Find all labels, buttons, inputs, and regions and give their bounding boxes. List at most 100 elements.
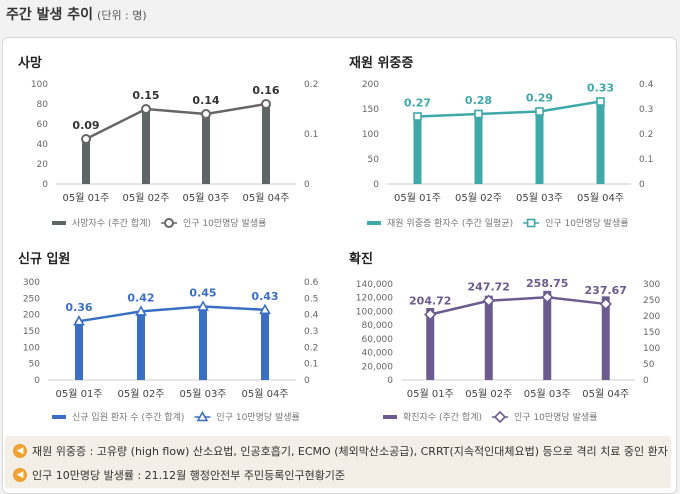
unit-label: (단위 : 명) — [97, 9, 147, 22]
y-tick-label-right: 0 — [304, 376, 310, 386]
bar — [543, 290, 552, 380]
bar — [474, 111, 483, 184]
chart-title: 재원 위중증 — [349, 56, 414, 71]
rate-line — [85, 102, 267, 141]
y-tick-label-right: 0.5 — [304, 294, 318, 304]
note-text: 재원 위중증 : 고유량 (high flow) 산소요법, 인공호흡기, EC… — [32, 445, 668, 458]
y-tick-label-left: 60 — [37, 120, 49, 130]
legend-label-bar: 신규 입원 환자 수 (주간 합계) — [72, 411, 184, 423]
data-label: 0.16 — [252, 84, 279, 97]
page-title-text: 주간 발생 추이 — [6, 7, 94, 23]
y-tick-label-left: 100 — [23, 343, 40, 353]
rate-line — [429, 295, 606, 316]
y-tick-label-left: 80,000 — [362, 321, 394, 331]
note-item: ◀ 인구 10만명당 발생률 : 21.12월 행정안전부 주민등록인구현황기준 — [13, 467, 345, 483]
y-tick-label-right: 0.1 — [304, 130, 318, 140]
chart-svg-deaths: 0 20 40 60 80 100 0 0.1 0.2 05월 01주 05월 02주 05월 03주… — [31, 80, 319, 229]
chart-title: 확진 — [349, 252, 373, 267]
data-label: 0.15 — [132, 89, 159, 102]
y-tick-label-right: 150 — [643, 328, 660, 338]
bar — [202, 114, 210, 184]
bar — [199, 306, 207, 380]
y-tick-label-right: 0.1 — [639, 155, 653, 165]
y-tick-label-left: 200 — [362, 80, 379, 90]
y-tick-label-right: 0.3 — [639, 105, 653, 115]
legend-label-line: 인구 10만명당 발생률 — [514, 412, 597, 423]
line-point — [526, 218, 536, 228]
line-point — [493, 410, 507, 424]
line-point — [141, 104, 151, 114]
data-label: 0.33 — [587, 82, 614, 95]
x-tick-label: 05월 03주 — [524, 388, 571, 400]
bar — [137, 311, 145, 380]
speaker-icon: ◀ — [13, 468, 27, 482]
y-tick-label-left: 40 — [37, 140, 49, 150]
y-tick-label-right: 0.4 — [304, 311, 319, 321]
chart-svg-critical: 0 50 100 150 200 0 0.1 0.2 0.3 0.4 05월 01주 05월 02주 0… — [362, 80, 654, 229]
y-tick-label-left: 120,000 — [356, 294, 393, 304]
legend-swatch-bar — [52, 415, 66, 419]
chart-svg-confirmed: 0 20,000 40,000 60,000 80,000 100,000 120,000 1… — [356, 277, 660, 424]
y-tick-label-left: 0 — [34, 376, 40, 386]
legend-label-bar: 확진자수 (주간 합계) — [403, 411, 482, 423]
y-tick-label-left: 0 — [42, 180, 48, 190]
line-point — [424, 308, 437, 321]
y-tick-label-right: 200 — [643, 312, 660, 322]
legend-swatch-bar — [367, 221, 381, 225]
chart-panel-hospitalized: 신규 입원 0 50 100 150 200 250 300 0 0.1 0.2 0.3 0.4 0.5… — [8, 240, 330, 432]
y-tick-label-right: 0.2 — [304, 343, 318, 353]
x-tick-label: 05월 04주 — [241, 388, 288, 400]
bar — [601, 296, 610, 380]
x-tick-label: 05월 01주 — [394, 192, 441, 204]
chart-panel-confirmed: 확진 0 20,000 40,000 60,000 80,000 100,000 120,0… — [339, 240, 669, 432]
line-point — [599, 297, 612, 311]
line-point — [197, 300, 209, 311]
x-tick-label: 05월 02주 — [455, 192, 502, 204]
legend-swatch-bar — [52, 221, 66, 225]
y-tick-label-right: 0.4 — [639, 80, 654, 90]
data-label: 0.45 — [189, 287, 216, 300]
y-tick-label-left: 50 — [29, 360, 41, 370]
x-tick-label: 05월 01주 — [62, 192, 109, 204]
bar — [484, 295, 493, 380]
chart-panel-critical: 재원 위중증 0 50 100 150 200 0 0.1 0.2 0.3 0.4 05월 01주 0… — [339, 44, 669, 234]
x-tick-label: 05월 02주 — [122, 192, 169, 204]
bar — [426, 308, 435, 380]
x-tick-label: 05월 04주 — [582, 388, 629, 400]
y-tick-label-left: 250 — [23, 294, 40, 304]
legend-label-bar: 사망자수 (주간 합계) — [72, 217, 151, 229]
y-tick-label-right: 0 — [643, 376, 649, 386]
y-tick-label-right: 0.1 — [304, 360, 318, 370]
line-point — [596, 97, 605, 106]
line-point — [81, 134, 91, 144]
data-label: 0.28 — [465, 94, 492, 107]
legend-label-bar: 재원 위중증 환자수 (주간 일평균) — [387, 217, 513, 229]
line-point — [261, 99, 271, 109]
legend-label-line: 인구 10만명당 발생률 — [183, 218, 266, 229]
line-point — [73, 315, 85, 326]
legend-label-line: 인구 10만명당 발생률 — [216, 412, 299, 423]
y-tick-label-right: 50 — [643, 360, 655, 370]
y-tick-label-left: 300 — [23, 278, 40, 288]
line-point — [135, 305, 147, 316]
y-tick-label-left: 200 — [23, 311, 40, 321]
note-text: 인구 10만명당 발생률 : 21.12월 행정안전부 주민등록인구현황기준 — [32, 469, 346, 482]
data-label: 247.72 — [468, 281, 510, 294]
data-label: 204.72 — [409, 294, 451, 307]
bar — [413, 114, 422, 184]
bar — [535, 110, 544, 184]
y-tick-label-right: 0.2 — [304, 80, 318, 90]
rate-line — [78, 305, 266, 323]
data-label: 258.75 — [526, 277, 568, 290]
data-label: 0.29 — [526, 92, 553, 105]
y-tick-label-left: 150 — [362, 105, 379, 115]
y-tick-label-right: 0.6 — [304, 278, 319, 288]
data-label: 0.42 — [127, 291, 154, 304]
x-tick-label: 05월 03주 — [182, 192, 229, 204]
legend-swatch-bar — [383, 415, 397, 419]
y-tick-label-right: 300 — [643, 280, 660, 290]
note-item: ◀ 재원 위중증 : 고유량 (high flow) 산소요법, 인공호흡기, … — [13, 443, 668, 459]
chart-svg-hospitalized: 0 50 100 150 200 250 300 0 0.1 0.2 0.3 0.4 0.5 0.6 05월… — [23, 278, 319, 423]
x-tick-label: 05월 02주 — [465, 388, 512, 400]
y-tick-label-left: 80 — [37, 100, 49, 110]
